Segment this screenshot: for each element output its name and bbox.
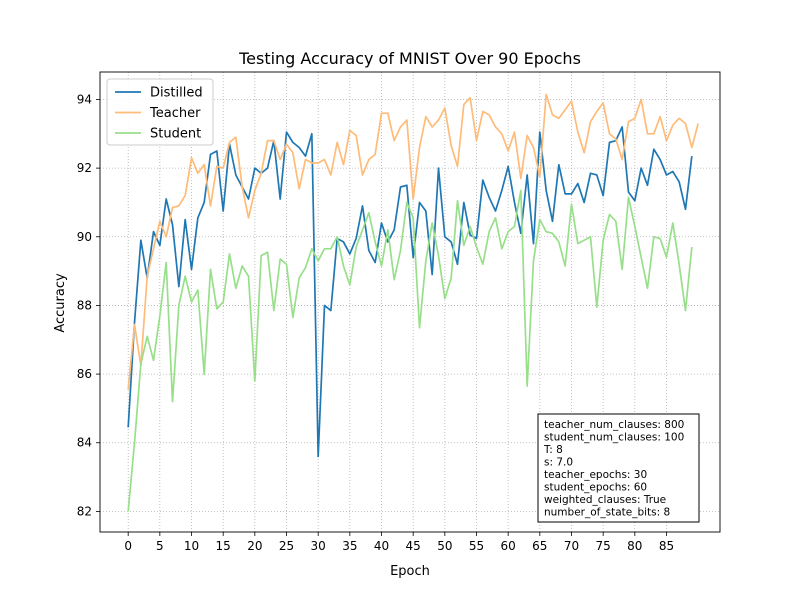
series-lines	[127, 93, 699, 512]
y-tick-label: 92	[77, 161, 92, 175]
legend: Distilled Teacher Student	[106, 78, 214, 146]
x-tick-label: 25	[279, 539, 294, 553]
x-tick-label: 60	[501, 539, 516, 553]
annotation-line: weighted_clauses: True	[544, 494, 666, 506]
annotation-line: student_epochs: 60	[544, 482, 647, 494]
axes	[99, 71, 721, 533]
x-tick-label: 15	[216, 539, 231, 553]
legend-label-student: Student	[150, 127, 201, 142]
annotation-line: s: 7.0	[544, 457, 573, 469]
x-tick-label: 75	[596, 539, 611, 553]
x-tick-label: 40	[374, 539, 389, 553]
x-tick-label: 20	[247, 539, 262, 553]
series-line-student	[127, 189, 693, 512]
legend-label-distilled: Distilled	[150, 86, 203, 101]
y-tick-label: 90	[77, 230, 92, 244]
x-axis-ticks: 0 5 10 15 20 25 30 35 40 45 50 55 60 65 70 75 80 85	[124, 532, 674, 553]
x-tick-label: 55	[469, 539, 484, 553]
annotation-line: teacher_num_clauses: 800	[544, 419, 684, 431]
legend-label-teacher: Teacher	[149, 106, 201, 121]
x-tick-label: 85	[659, 539, 674, 553]
y-tick-label: 82	[77, 504, 92, 518]
y-tick-label: 94	[77, 92, 92, 106]
annotation-line: teacher_epochs: 30	[544, 469, 647, 481]
x-tick-label: 5	[156, 539, 164, 553]
x-tick-label: 80	[627, 539, 642, 553]
annotation-line: number_of_state_bits: 8	[544, 507, 670, 519]
y-tick-label: 84	[77, 436, 92, 450]
x-tick-label: 70	[564, 539, 579, 553]
parameters-box: teacher_num_clauses: 800student_num_clau…	[537, 413, 700, 523]
series-line-distilled	[127, 126, 693, 458]
legend-box	[106, 78, 214, 146]
x-tick-label: 0	[124, 539, 132, 553]
x-tick-label: 35	[342, 539, 357, 553]
y-tick-label: 88	[77, 298, 92, 312]
x-tick-label: 10	[184, 539, 199, 553]
chart-title: Testing Accuracy of MNIST Over 90 Epochs	[238, 49, 581, 68]
annotation-box	[537, 413, 700, 523]
y-axis-label: Accuracy	[53, 273, 68, 333]
series-line-teacher	[127, 93, 699, 390]
y-tick-label: 86	[77, 367, 92, 381]
x-tick-label: 45	[406, 539, 421, 553]
annotation-line: student_num_clauses: 100	[544, 432, 684, 444]
x-tick-label: 65	[532, 539, 547, 553]
x-tick-label: 30	[311, 539, 326, 553]
y-axis-ticks: 82 84 86 88 90 92 94	[77, 92, 100, 518]
plot-frame	[99, 71, 721, 533]
x-tick-label: 50	[437, 539, 452, 553]
annotation-line: T: 8	[543, 444, 563, 456]
x-axis-label: Epoch	[390, 564, 430, 579]
